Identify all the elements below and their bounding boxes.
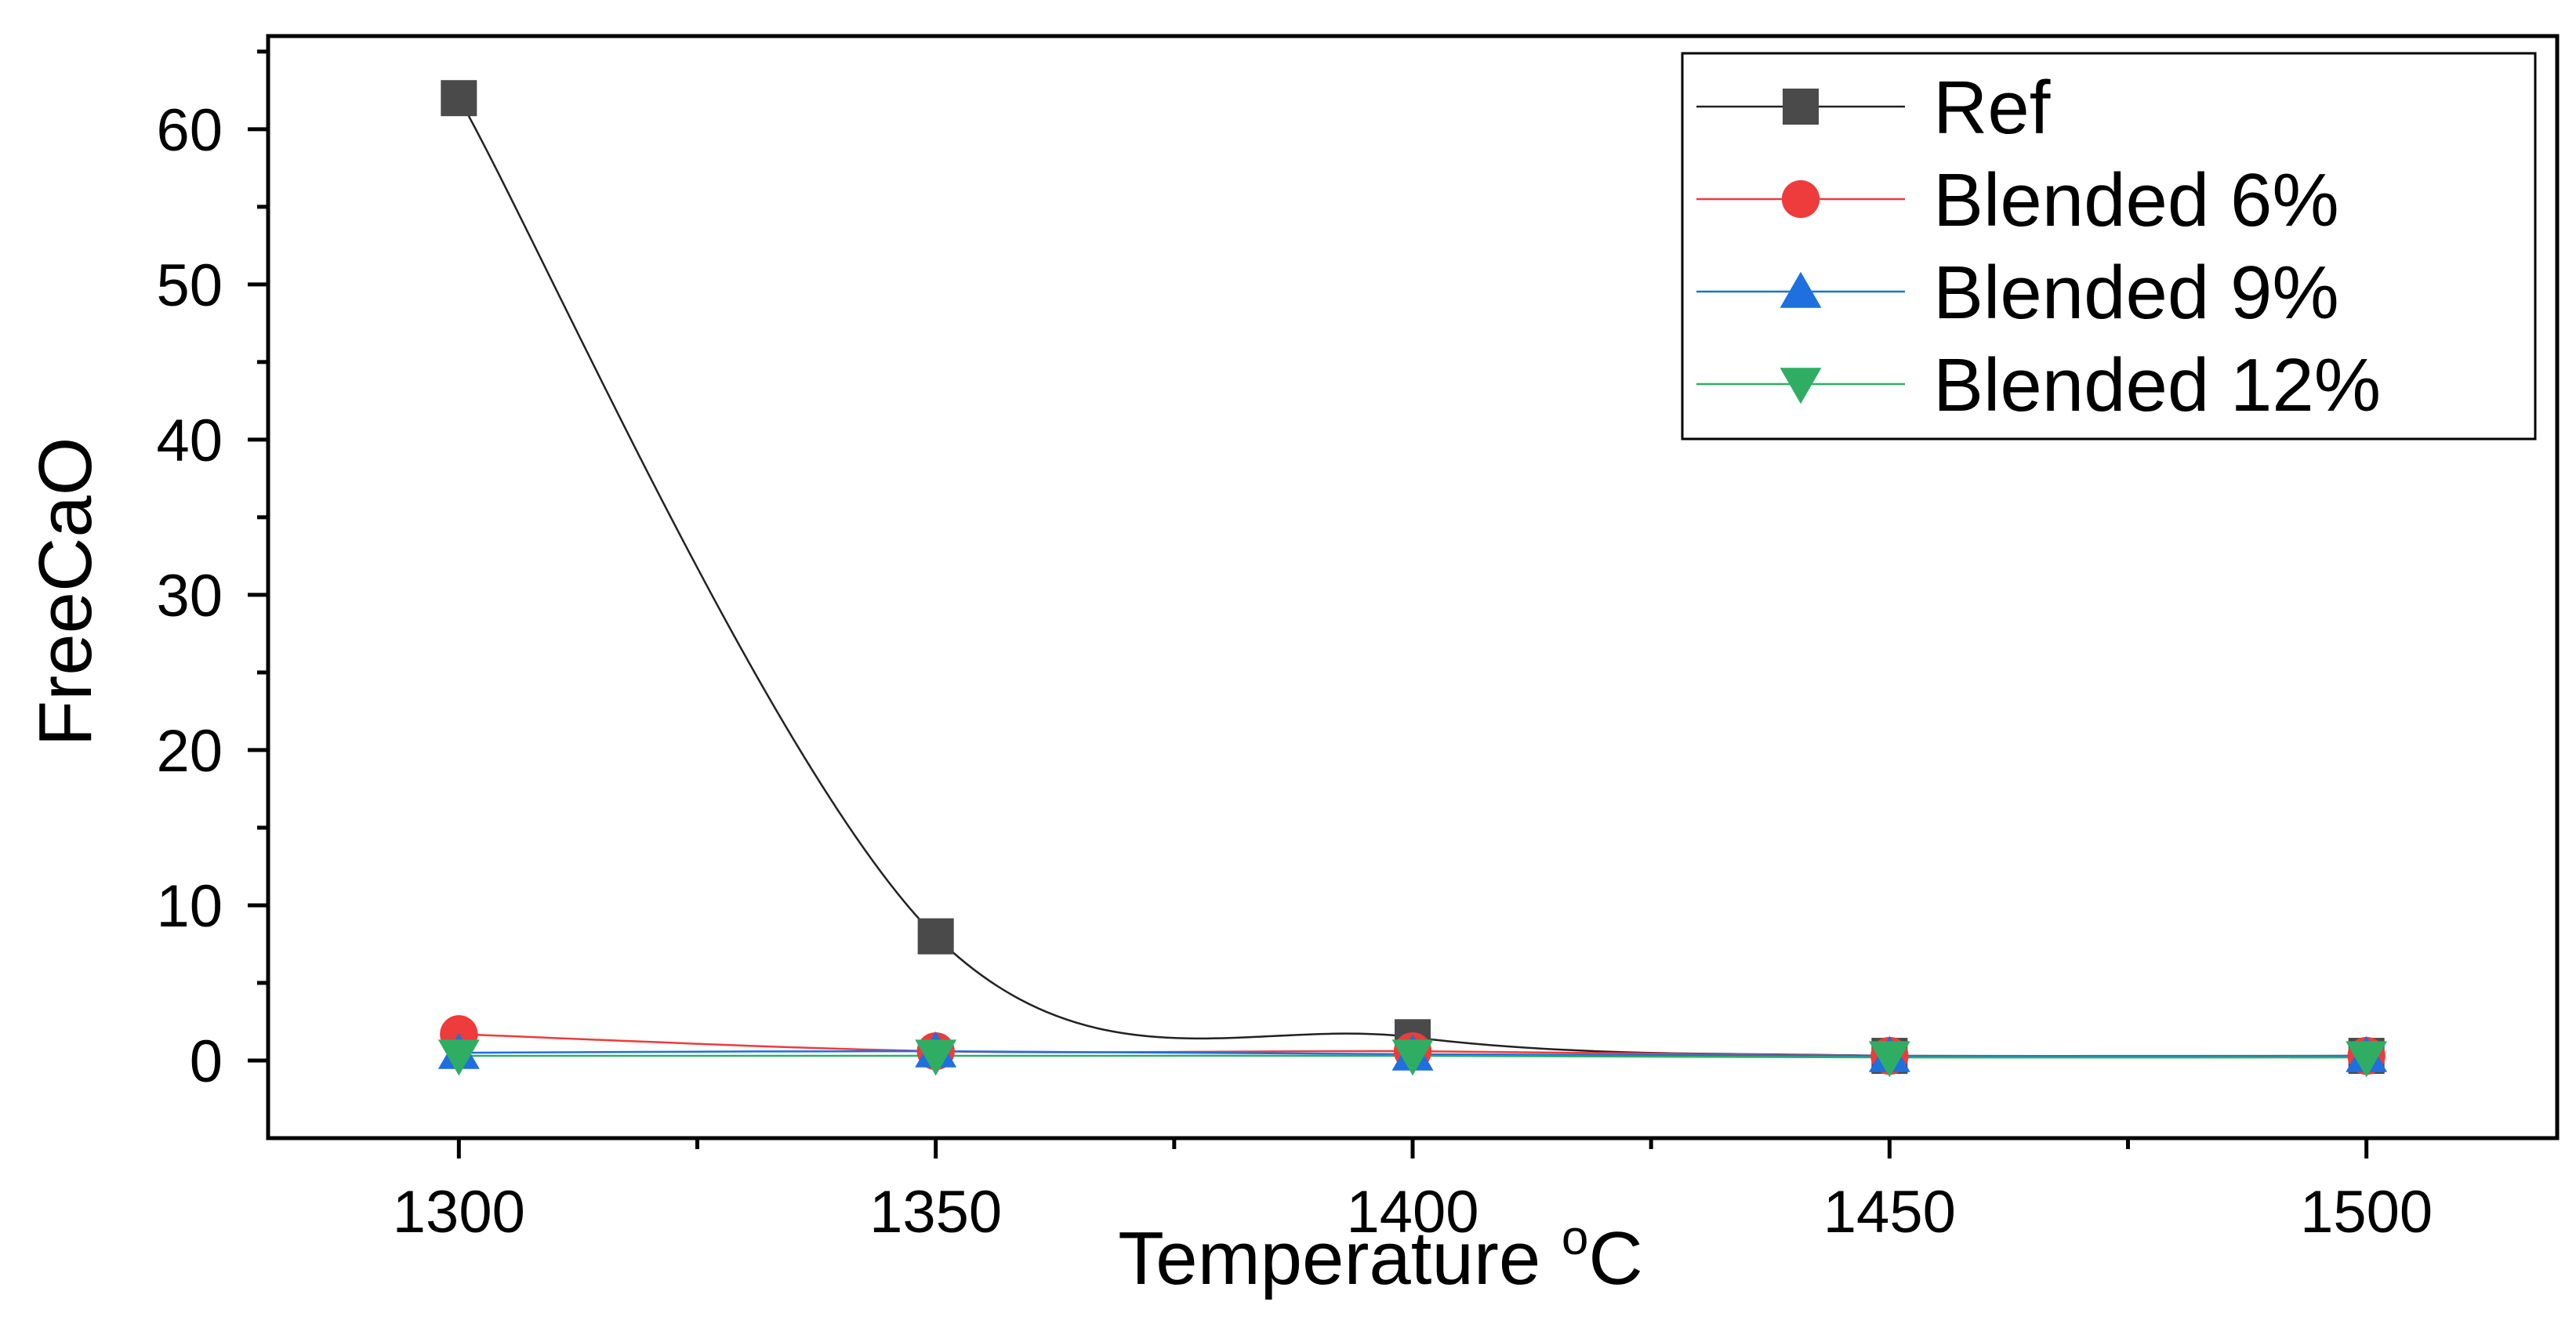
data-point-blended-12 [437, 1039, 480, 1076]
x-axis-unit-symbol: C [1588, 1217, 1642, 1300]
legend-item: Blended 12% [1696, 343, 2381, 427]
x-tick-label: 1500 [2300, 1179, 2433, 1246]
legend-marker [1780, 368, 1822, 404]
x-axis-title: Temperature oC [1118, 1211, 1642, 1300]
legend-label: Blended 12% [1933, 343, 2381, 427]
data-point-ref [917, 918, 954, 955]
x-axis-unit: oC [1562, 1211, 1643, 1300]
legend-label: Blended 9% [1933, 251, 2339, 335]
legend-item: Ref [1696, 66, 2051, 150]
legend-marker [1780, 271, 1822, 308]
legend-marker [1783, 89, 1819, 125]
legend-box [1681, 52, 2537, 441]
y-tick-label: 40 [156, 408, 223, 474]
data-point-blended-12 [2346, 1041, 2388, 1078]
y-tick-label: 50 [156, 252, 223, 319]
y-tick-label: 0 [190, 1028, 223, 1095]
legend-item: Blended 6% [1696, 158, 2339, 242]
data-point-blended-12 [1391, 1039, 1434, 1076]
x-tick-label: 1350 [869, 1179, 1002, 1246]
x-tick-label: 1400 [1346, 1179, 1478, 1246]
x-axis-title-text: Temperature [1118, 1217, 1540, 1300]
y-tick-label: 10 [156, 873, 223, 940]
y-tick-label: 60 [156, 97, 223, 164]
x-axis-unit-degree: o [1562, 1211, 1588, 1265]
legend-label: Blended 6% [1933, 158, 2339, 242]
legend-label: Ref [1933, 66, 2051, 150]
legend-marker [1781, 179, 1820, 219]
data-point-ref [441, 80, 477, 117]
y-tick-label: 20 [156, 718, 223, 785]
data-point-blended-12 [915, 1039, 957, 1076]
series-markers-blended-12 [437, 1039, 2388, 1078]
legend-item: Blended 9% [1696, 251, 2339, 335]
y-axis-title: FreeCaO [24, 437, 107, 747]
data-point-blended-12 [1868, 1041, 1910, 1078]
x-tick-label: 1450 [1823, 1179, 1956, 1246]
y-tick-label: 30 [156, 563, 223, 629]
x-tick-label: 1300 [393, 1179, 525, 1246]
